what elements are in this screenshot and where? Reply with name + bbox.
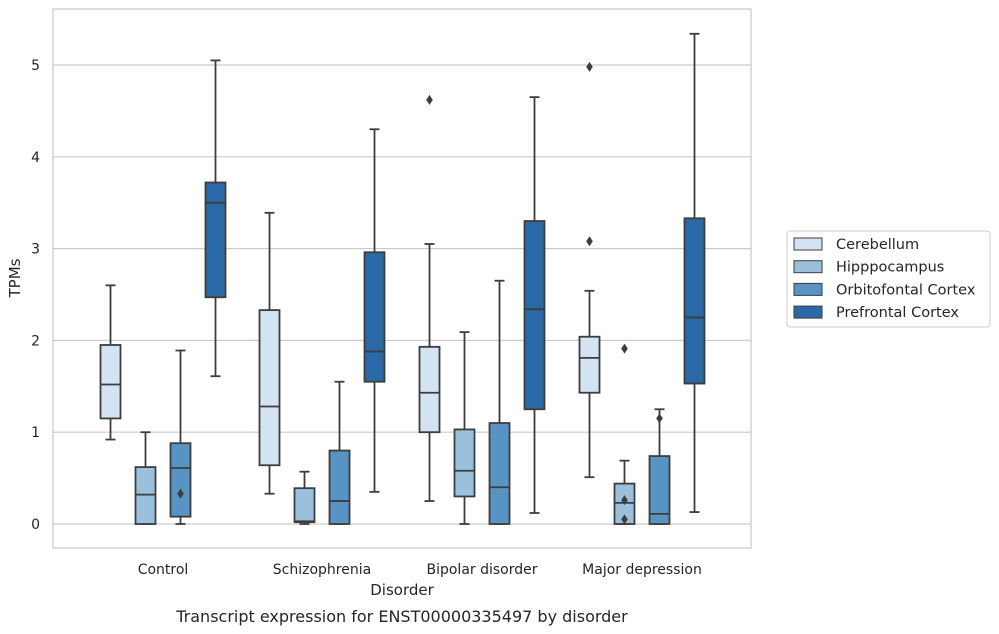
y-tick-label: 1 <box>31 425 40 441</box>
box-hipppocampus <box>293 470 316 525</box>
iqr-box <box>204 181 227 299</box>
box-plots <box>99 32 706 525</box>
box-cerebellum <box>99 284 122 441</box>
x-tick-label: Bipolar disorder <box>426 562 537 578</box>
chart-caption: Transcript expression for ENST0000033549… <box>175 607 628 626</box>
outlier-point <box>426 94 433 105</box>
legend-frame <box>786 230 991 328</box>
y-axis-ticks: 0 1 2 3 4 5 <box>31 58 40 533</box>
box-hipppocampus <box>134 431 157 525</box>
outlier-point <box>177 488 184 499</box>
iqr-box <box>648 455 671 525</box>
legend-swatch <box>793 282 823 296</box>
legend-swatch <box>793 237 823 251</box>
box-hipppocampus <box>453 331 476 525</box>
y-tick-label: 3 <box>31 242 40 258</box>
x-tick-label: Major depression <box>582 562 702 578</box>
box-orbitofontal-cortex <box>169 349 192 525</box>
legend: Cerebellum Hipppocampus Orbitofontal Corte… <box>786 230 991 328</box>
legend-label: Hipppocampus <box>836 260 944 276</box>
outlier-point <box>621 514 628 525</box>
legend-label: Prefrontal Cortex <box>836 305 959 321</box>
legend-label: Cerebellum <box>836 237 919 253</box>
box-cerebellum <box>418 94 441 502</box>
iqr-box <box>683 217 706 385</box>
iqr-box <box>293 487 316 524</box>
iqr-box <box>258 309 281 467</box>
outlier-point <box>656 413 663 424</box>
box-orbitofontal-cortex <box>488 279 511 525</box>
plot-background <box>53 9 751 548</box>
x-tick-label: Control <box>138 562 189 578</box>
iqr-box <box>169 442 192 518</box>
legend-swatch <box>793 260 823 274</box>
box-orbitofontal-cortex <box>328 380 351 525</box>
y-axis-label: TPMs <box>6 258 24 298</box>
box-prefrontal-cortex <box>204 59 227 378</box>
outlier-point <box>586 61 593 72</box>
outlier-point <box>586 236 593 247</box>
box-cerebellum <box>578 61 601 479</box>
legend-swatch <box>793 305 823 319</box>
box-prefrontal-cortex <box>683 32 706 513</box>
iqr-box <box>578 335 601 394</box>
y-tick-label: 5 <box>31 58 40 74</box>
iqr-box <box>418 345 441 434</box>
y-tick-label: 0 <box>31 517 40 533</box>
iqr-box <box>523 220 546 411</box>
iqr-box <box>99 344 122 420</box>
iqr-box <box>328 449 351 525</box>
legend-label: Orbitofontal Cortex <box>836 282 976 298</box>
plot-frame <box>52 8 752 549</box>
box-hipppocampus <box>613 343 636 525</box>
iqr-box <box>134 466 157 525</box>
iqr-box <box>453 428 476 498</box>
iqr-box <box>488 422 511 525</box>
x-tick-label: Schizophrenia <box>273 562 371 578</box>
y-tick-label: 4 <box>31 150 40 166</box>
outlier-point <box>621 495 628 506</box>
y-tick-label: 2 <box>31 333 40 349</box>
x-axis-ticks: Control Schizophrenia Bipolar disorder Majo… <box>138 562 702 578</box>
outlier-point <box>621 343 628 354</box>
box-cerebellum <box>258 211 281 495</box>
box-prefrontal-cortex <box>523 96 546 514</box>
iqr-box <box>363 251 386 383</box>
box-orbitofontal-cortex <box>648 408 671 525</box>
x-axis-label: Disorder <box>370 581 434 599</box>
box-prefrontal-cortex <box>363 128 386 493</box>
